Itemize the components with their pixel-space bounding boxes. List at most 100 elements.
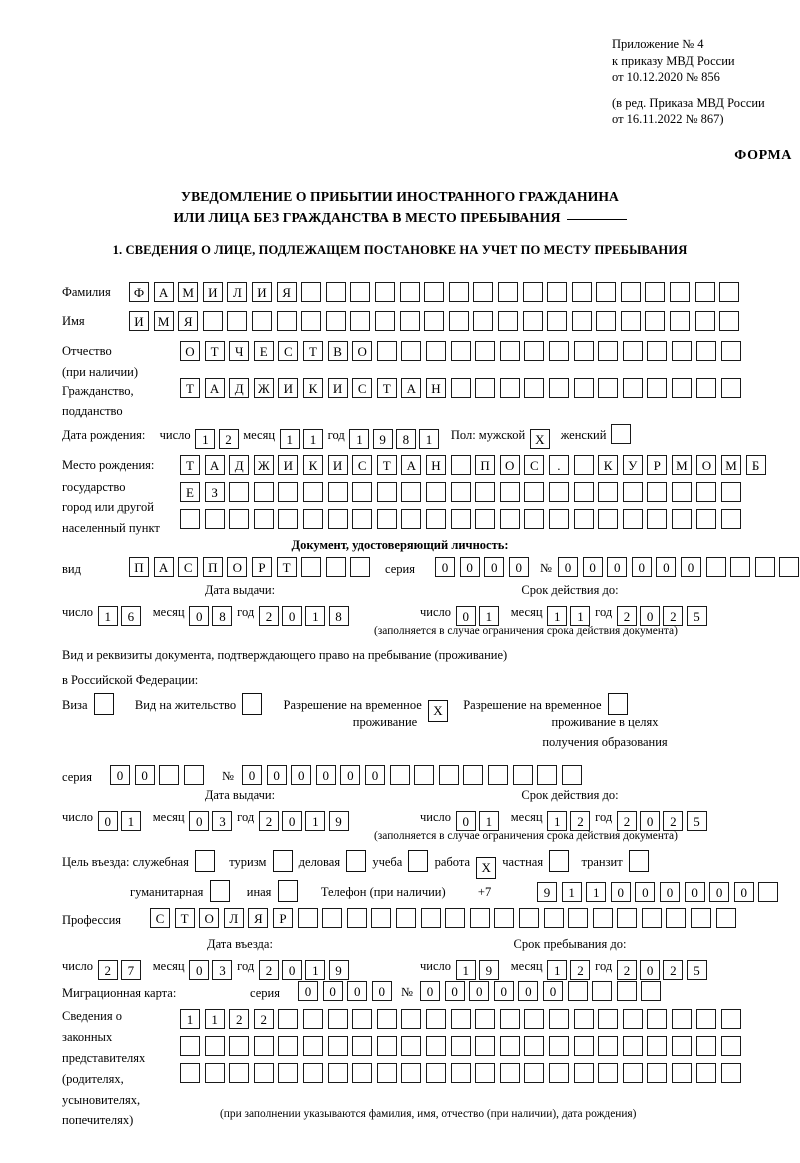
doc-issue-year-1[interactable]: 2 <box>258 606 279 626</box>
permit-valid-month-1[interactable]: 1 <box>547 811 568 831</box>
char-cell[interactable] <box>376 1009 397 1029</box>
char-cell[interactable] <box>499 378 520 398</box>
char-cell[interactable] <box>475 1063 496 1083</box>
char-cell[interactable]: 0 <box>435 557 455 577</box>
char-cell[interactable] <box>671 509 692 529</box>
doc-valid-day-1[interactable]: 0 <box>455 606 476 626</box>
char-cell[interactable] <box>671 1063 692 1083</box>
char-cell[interactable] <box>548 1009 569 1029</box>
entry-year-2[interactable]: 0 <box>282 960 303 980</box>
char-cell[interactable] <box>622 1063 643 1083</box>
char-cell[interactable] <box>424 311 445 331</box>
char-cell[interactable]: Д <box>229 455 250 475</box>
char-cell[interactable]: 0 <box>635 882 656 902</box>
doc-valid-month-1[interactable]: 1 <box>547 606 568 626</box>
char-cell[interactable]: О <box>352 341 373 361</box>
char-cell[interactable] <box>524 1063 545 1083</box>
char-cell[interactable] <box>620 311 641 331</box>
char-cell[interactable] <box>622 1009 643 1029</box>
char-cell[interactable] <box>548 509 569 529</box>
char-cell[interactable] <box>352 1009 373 1029</box>
char-cell[interactable]: К <box>598 455 619 475</box>
char-cell[interactable]: П <box>475 455 496 475</box>
entry-month-1[interactable]: 0 <box>189 960 210 980</box>
char-cell[interactable]: 0 <box>298 981 318 1001</box>
char-cell[interactable] <box>475 1009 496 1029</box>
char-cell[interactable] <box>327 1036 348 1056</box>
temp-residence-checkbox[interactable]: X <box>427 700 448 722</box>
char-cell[interactable] <box>499 341 520 361</box>
char-cell[interactable] <box>696 1009 717 1029</box>
char-cell[interactable] <box>548 482 569 502</box>
doc-valid-year-3[interactable]: 2 <box>663 606 684 626</box>
char-cell[interactable] <box>548 1063 569 1083</box>
stay-month-2[interactable]: 2 <box>570 960 591 980</box>
char-cell[interactable] <box>401 1009 422 1029</box>
char-cell[interactable] <box>327 482 348 502</box>
char-cell[interactable]: 2 <box>229 1009 250 1029</box>
char-cell[interactable] <box>696 1063 717 1083</box>
char-cell[interactable] <box>302 509 323 529</box>
char-cell[interactable] <box>302 1063 323 1083</box>
char-cell[interactable] <box>694 311 715 331</box>
char-cell[interactable] <box>696 378 717 398</box>
char-cell[interactable] <box>448 311 469 331</box>
char-cell[interactable]: Б <box>745 455 766 475</box>
char-cell[interactable] <box>571 311 592 331</box>
char-cell[interactable] <box>494 908 515 928</box>
char-cell[interactable]: 0 <box>444 981 465 1001</box>
char-cell[interactable]: 0 <box>542 981 563 1001</box>
char-cell[interactable] <box>253 1036 274 1056</box>
permit-issue-year-3[interactable]: 1 <box>305 811 326 831</box>
doc-issue-year-3[interactable]: 1 <box>305 606 326 626</box>
char-cell[interactable]: З <box>204 482 225 502</box>
stay-day-2[interactable]: 9 <box>478 960 499 980</box>
char-cell[interactable]: Ч <box>229 341 250 361</box>
char-cell[interactable]: Т <box>376 455 397 475</box>
char-cell[interactable]: 0 <box>364 765 385 785</box>
char-cell[interactable] <box>301 557 322 577</box>
char-cell[interactable]: 1 <box>180 1009 200 1029</box>
char-cell[interactable] <box>204 509 225 529</box>
char-cell[interactable] <box>567 981 588 1001</box>
char-cell[interactable]: 0 <box>469 981 490 1001</box>
char-cell[interactable] <box>548 341 569 361</box>
char-cell[interactable] <box>229 509 250 529</box>
char-cell[interactable] <box>647 1036 668 1056</box>
char-cell[interactable] <box>561 765 582 785</box>
stay-day-1[interactable]: 1 <box>455 960 476 980</box>
char-cell[interactable]: Е <box>180 482 200 502</box>
char-cell[interactable] <box>376 1036 397 1056</box>
char-cell[interactable]: А <box>204 455 225 475</box>
char-cell[interactable] <box>475 341 496 361</box>
char-cell[interactable] <box>346 908 367 928</box>
char-cell[interactable] <box>573 455 594 475</box>
char-cell[interactable] <box>253 509 274 529</box>
char-cell[interactable] <box>647 1009 668 1029</box>
permit-valid-month-2[interactable]: 2 <box>570 811 591 831</box>
char-cell[interactable] <box>352 482 373 502</box>
char-cell[interactable] <box>448 282 469 302</box>
char-cell[interactable] <box>647 1063 668 1083</box>
char-cell[interactable]: И <box>202 282 223 302</box>
char-cell[interactable] <box>573 341 594 361</box>
char-cell[interactable] <box>202 311 223 331</box>
char-cell[interactable] <box>573 1009 594 1029</box>
char-cell[interactable] <box>327 509 348 529</box>
char-cell[interactable] <box>401 341 422 361</box>
char-cell[interactable] <box>524 1009 545 1029</box>
char-cell[interactable]: А <box>153 282 174 302</box>
char-cell[interactable]: 0 <box>484 557 505 577</box>
char-cell[interactable]: Т <box>376 378 397 398</box>
char-cell[interactable] <box>420 908 441 928</box>
char-cell[interactable] <box>352 1063 373 1083</box>
char-cell[interactable]: С <box>352 455 373 475</box>
purpose-private-checkbox[interactable] <box>549 850 570 872</box>
char-cell[interactable] <box>302 1009 323 1029</box>
char-cell[interactable] <box>376 482 397 502</box>
char-cell[interactable]: 0 <box>656 557 677 577</box>
purpose-humanitarian-checkbox[interactable] <box>209 880 230 902</box>
char-cell[interactable] <box>721 378 742 398</box>
char-cell[interactable]: Ж <box>253 378 274 398</box>
